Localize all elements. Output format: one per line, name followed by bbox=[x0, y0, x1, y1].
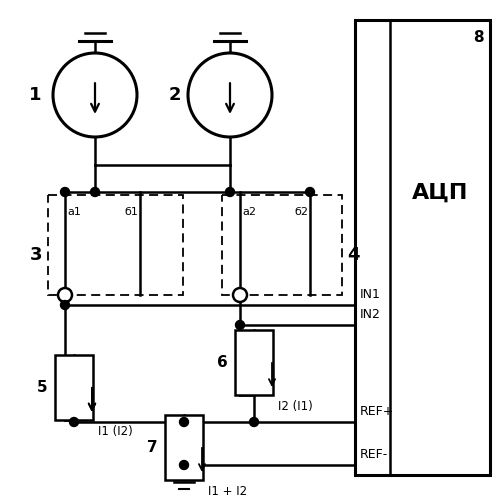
Text: 6: 6 bbox=[216, 355, 227, 370]
Text: 5: 5 bbox=[37, 380, 48, 395]
Text: IN2: IN2 bbox=[359, 308, 380, 321]
Text: АЦП: АЦП bbox=[411, 183, 467, 203]
Text: I1 + I2: I1 + I2 bbox=[207, 485, 246, 498]
Bar bbox=[354, 20, 489, 475]
Text: 8: 8 bbox=[472, 30, 482, 46]
Text: 1: 1 bbox=[29, 86, 41, 104]
Circle shape bbox=[179, 460, 188, 469]
Text: 4: 4 bbox=[346, 246, 359, 264]
Bar bbox=[234, 330, 273, 395]
Bar bbox=[165, 415, 202, 480]
Circle shape bbox=[188, 53, 272, 137]
Text: 7: 7 bbox=[147, 440, 157, 455]
Text: IN1: IN1 bbox=[359, 288, 380, 301]
Circle shape bbox=[61, 300, 69, 310]
Text: I1 (I2): I1 (I2) bbox=[98, 425, 132, 438]
Circle shape bbox=[249, 418, 258, 426]
Text: REF+: REF+ bbox=[359, 405, 394, 418]
Circle shape bbox=[58, 288, 72, 302]
Text: а1: а1 bbox=[67, 207, 81, 217]
Text: 3: 3 bbox=[30, 246, 43, 264]
Bar bbox=[55, 355, 93, 420]
Text: REF-: REF- bbox=[359, 448, 387, 461]
Circle shape bbox=[90, 188, 99, 196]
Bar bbox=[221, 195, 341, 295]
Circle shape bbox=[61, 188, 69, 196]
Text: а2: а2 bbox=[241, 207, 256, 217]
Circle shape bbox=[53, 53, 137, 137]
Text: б2: б2 bbox=[294, 207, 308, 217]
Bar bbox=[48, 195, 183, 295]
Circle shape bbox=[225, 188, 234, 196]
Text: б1: б1 bbox=[124, 207, 138, 217]
Circle shape bbox=[305, 188, 314, 196]
Text: I2 (I1): I2 (I1) bbox=[278, 400, 312, 413]
Circle shape bbox=[232, 288, 246, 302]
Circle shape bbox=[179, 418, 188, 426]
Text: 2: 2 bbox=[168, 86, 181, 104]
Circle shape bbox=[69, 418, 78, 426]
Circle shape bbox=[235, 320, 244, 330]
